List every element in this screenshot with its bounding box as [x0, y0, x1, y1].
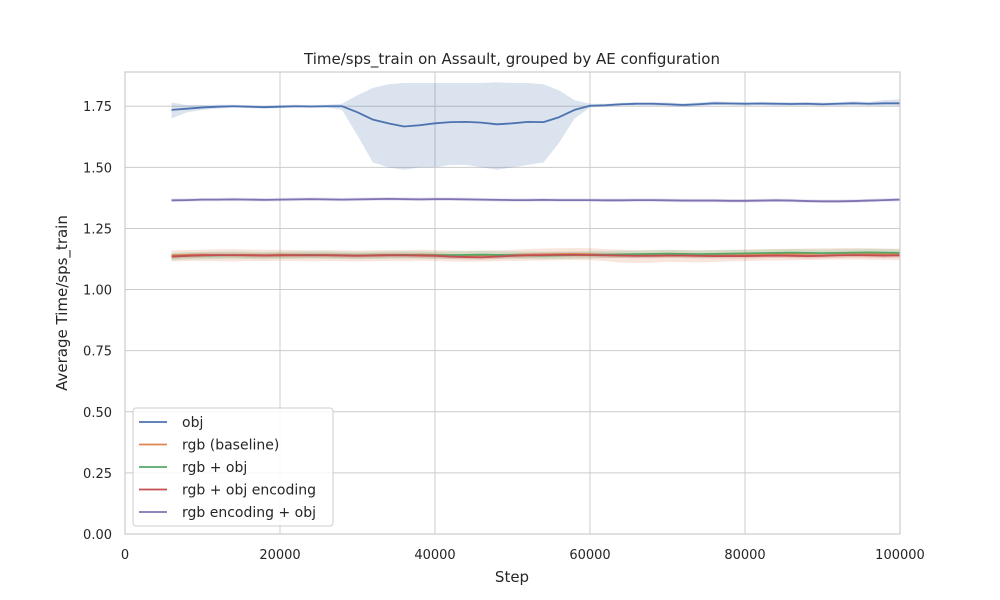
y-tick-label: 0.25	[83, 467, 112, 482]
legend-label: rgb (baseline)	[182, 438, 279, 454]
y-axis-label: Average Time/sps_train	[53, 215, 72, 391]
legend-box	[132, 407, 334, 527]
x-tick-label: 20000	[259, 548, 300, 563]
series-line-rgb-encoding-obj	[171, 197, 901, 203]
legend-label: rgb + obj	[182, 460, 247, 476]
y-tick-labels: 0.00 0.25 0.50 0.75 1.00 1.25 1.50 1.75	[83, 100, 112, 543]
y-tick-label: 1.00	[83, 284, 112, 299]
x-tick-label: 0	[121, 548, 129, 563]
x-tick-labels: 0 20000 40000 60000 80000 100000	[121, 548, 925, 563]
y-tick-label: 1.75	[83, 100, 112, 115]
y-tick-label: 1.50	[83, 161, 112, 176]
series-line-rgb-obj-encoding	[171, 253, 901, 259]
chart-title: Time/sps_train on Assault, grouped by AE…	[303, 50, 720, 69]
legend-label: rgb encoding + obj	[182, 505, 316, 521]
x-tick-label: 40000	[414, 548, 455, 563]
x-tick-label: 80000	[724, 548, 765, 563]
legend-label: rgb + obj encoding	[182, 483, 316, 499]
y-tick-label: 0.00	[83, 528, 112, 543]
plot-frame	[124, 71, 901, 535]
y-tick-label: 0.75	[83, 345, 112, 360]
legend: obj rgb (baseline) rgb + obj rgb + obj enco…	[132, 407, 334, 527]
series-lines	[171, 102, 901, 259]
y-tick-label: 0.50	[83, 406, 112, 421]
x-axis-label: Step	[495, 568, 529, 586]
series-line-obj	[171, 102, 900, 128]
x-tick-label: 60000	[569, 548, 610, 563]
y-tick-label: 1.25	[83, 222, 112, 237]
x-tick-label: 100000	[875, 548, 925, 563]
legend-label: obj	[182, 415, 203, 431]
